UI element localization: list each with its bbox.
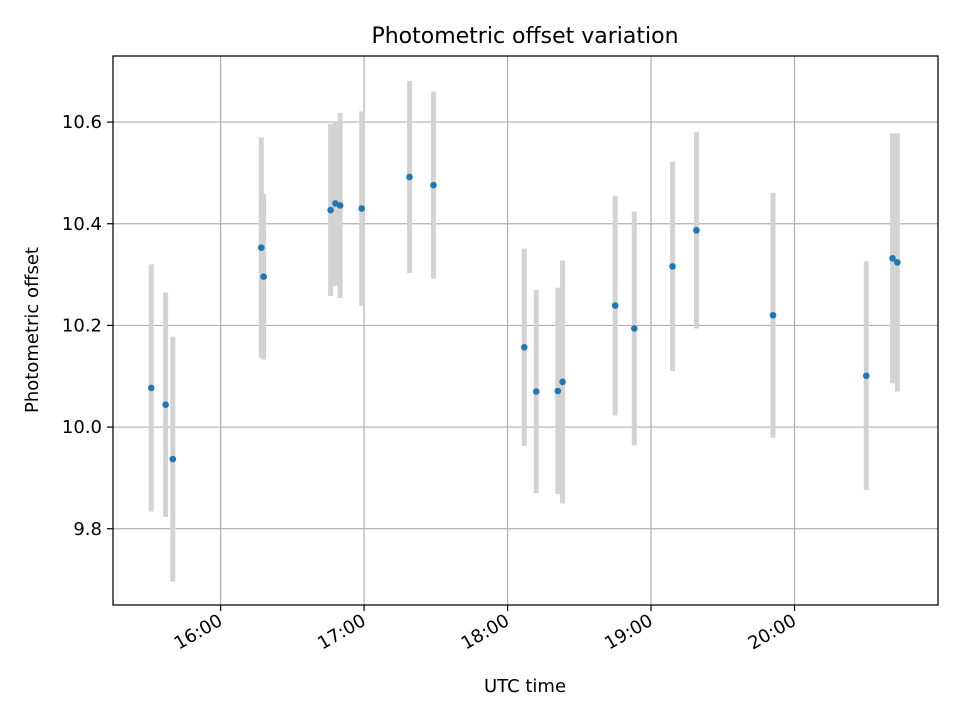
data-point [260,273,267,280]
y-tick-label: 10.4 [62,214,102,235]
data-point [147,384,155,392]
y-tick-label: 10.6 [62,112,102,133]
data-point [406,173,413,181]
data-point [889,255,896,262]
data-point [521,343,528,351]
data-point [532,388,540,395]
y-tick-label: 10.0 [62,417,102,438]
data-point [669,263,676,270]
data-point [631,325,638,332]
plot-frame [112,55,939,606]
data-point [358,205,365,212]
data-point [327,206,334,214]
x-axis-label: UTC time [484,676,566,697]
data-point [430,181,437,189]
data-point [559,378,566,386]
data-points [147,173,901,463]
y-tick-label: 9.8 [73,519,102,540]
data-point [611,302,619,309]
y-tick-label: 10.2 [62,315,102,336]
data-point [554,387,562,395]
data-point [693,227,700,234]
data-point [894,259,901,266]
data-point [769,311,777,319]
y-axis-ticks: 9.8 10.0 10.2 10.4 10.6 [62,112,113,540]
data-point [862,372,870,380]
chart-title: Photometric offset variation [371,24,678,49]
data-point [162,401,169,409]
data-point [336,202,344,209]
data-point [257,244,265,251]
y-axis-label: Photometric offset [22,247,43,413]
data-point [169,455,177,463]
